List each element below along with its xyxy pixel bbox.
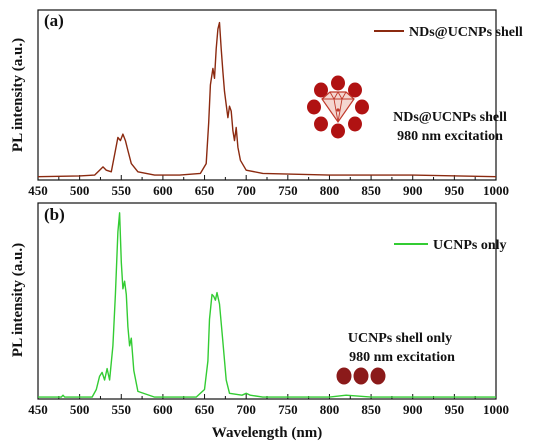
shell-particle bbox=[355, 99, 369, 115]
shell-particle bbox=[314, 116, 328, 132]
shell-particle bbox=[348, 82, 362, 98]
shell-particle bbox=[331, 75, 345, 91]
panel-a-series-line bbox=[37, 21, 497, 178]
panel-b-label: (b) bbox=[44, 205, 65, 224]
shell-particle bbox=[331, 123, 345, 139]
panel-b-x-tick-label: 850 bbox=[361, 402, 381, 417]
panel-a-x-tick-label: 800 bbox=[320, 183, 340, 198]
panel-b-series-line bbox=[38, 212, 496, 398]
panel-a-series bbox=[37, 21, 497, 178]
diamond-center-dot bbox=[336, 108, 340, 112]
diamond-icon bbox=[321, 91, 355, 124]
panel-b-x-tick-label: 750 bbox=[278, 402, 298, 417]
panel-a-x-tick-label: 450 bbox=[28, 183, 48, 198]
panel-b-ylabel: PL intensity (a.u.) bbox=[10, 243, 26, 357]
ucnp-particles bbox=[336, 367, 386, 385]
panel-b-x-tick-label: 600 bbox=[153, 402, 173, 417]
panel-b-annotation-line2: 980 nm excitation bbox=[349, 350, 455, 365]
panel-b-x-tick-label: 500 bbox=[70, 402, 90, 417]
ucnp-particle bbox=[353, 367, 369, 385]
panel-b-x-tick-label: 650 bbox=[195, 402, 215, 417]
panel-a: (a) PL intensity (a.u.) 450 500 550 600 650 7… bbox=[10, 9, 523, 198]
panel-a-x-tick-label: 1000 bbox=[483, 183, 509, 198]
panel-b-x-tick-label: 900 bbox=[403, 402, 423, 417]
panel-a-legend-label: NDs@UCNPs shell bbox=[409, 25, 523, 40]
panel-b-x-tick-label: 1000 bbox=[483, 402, 509, 417]
panel-b-legend: UCNPs only bbox=[394, 238, 507, 253]
panel-a-x-tick-label: 500 bbox=[70, 183, 90, 198]
panel-a-x-ticks: 450 500 550 600 650 700 750 800 850 900 950 1000 bbox=[28, 175, 509, 198]
panel-b-x-tick-label: 800 bbox=[320, 402, 340, 417]
panel-a-x-tick-label: 850 bbox=[361, 183, 381, 198]
panel-b-x-tick-label: 550 bbox=[112, 402, 132, 417]
panel-b-x-ticks: 450 500 550 600 650 700 750 800 850 900 950 1000 bbox=[28, 394, 509, 417]
panel-a-legend: NDs@UCNPs shell bbox=[374, 25, 523, 40]
panel-a-x-tick-label: 600 bbox=[153, 183, 173, 198]
shell-particle bbox=[307, 99, 321, 115]
ucnp-particle bbox=[336, 367, 352, 385]
panel-b-x-tick-label: 950 bbox=[445, 402, 465, 417]
x-axis-label: Wavelength (nm) bbox=[212, 425, 322, 441]
panel-b-legend-label: UCNPs only bbox=[433, 238, 507, 253]
panel-a-x-tick-label: 750 bbox=[278, 183, 298, 198]
panel-b-x-tick-label: 700 bbox=[236, 402, 256, 417]
panel-a-x-tick-label: 700 bbox=[236, 183, 256, 198]
shell-particle bbox=[348, 116, 362, 132]
panel-a-x-tick-label: 650 bbox=[195, 183, 215, 198]
panel-a-label: (a) bbox=[44, 11, 64, 30]
shell-particle bbox=[314, 82, 328, 98]
nd-ucnp-diagram bbox=[307, 75, 369, 139]
panel-a-x-tick-label: 550 bbox=[112, 183, 132, 198]
panel-b: (b) PL intensity (a.u.) 450 500 550 600 650 7… bbox=[10, 202, 509, 441]
panel-a-x-tick-label: 900 bbox=[403, 183, 423, 198]
diamond-facets bbox=[322, 91, 354, 123]
ucnp-particle bbox=[370, 367, 386, 385]
panel-a-annotation-line2: 980 nm excitation bbox=[397, 129, 503, 144]
panel-a-annotation-line1: NDs@UCNPs shell bbox=[393, 110, 507, 125]
panel-b-annotation-line1: UCNPs shell only bbox=[348, 331, 452, 346]
panel-b-x-tick-label: 450 bbox=[28, 402, 48, 417]
panel-a-ylabel: PL intensity (a.u.) bbox=[10, 38, 26, 152]
panel-b-series bbox=[38, 212, 496, 398]
panel-a-x-tick-label: 950 bbox=[445, 183, 465, 198]
